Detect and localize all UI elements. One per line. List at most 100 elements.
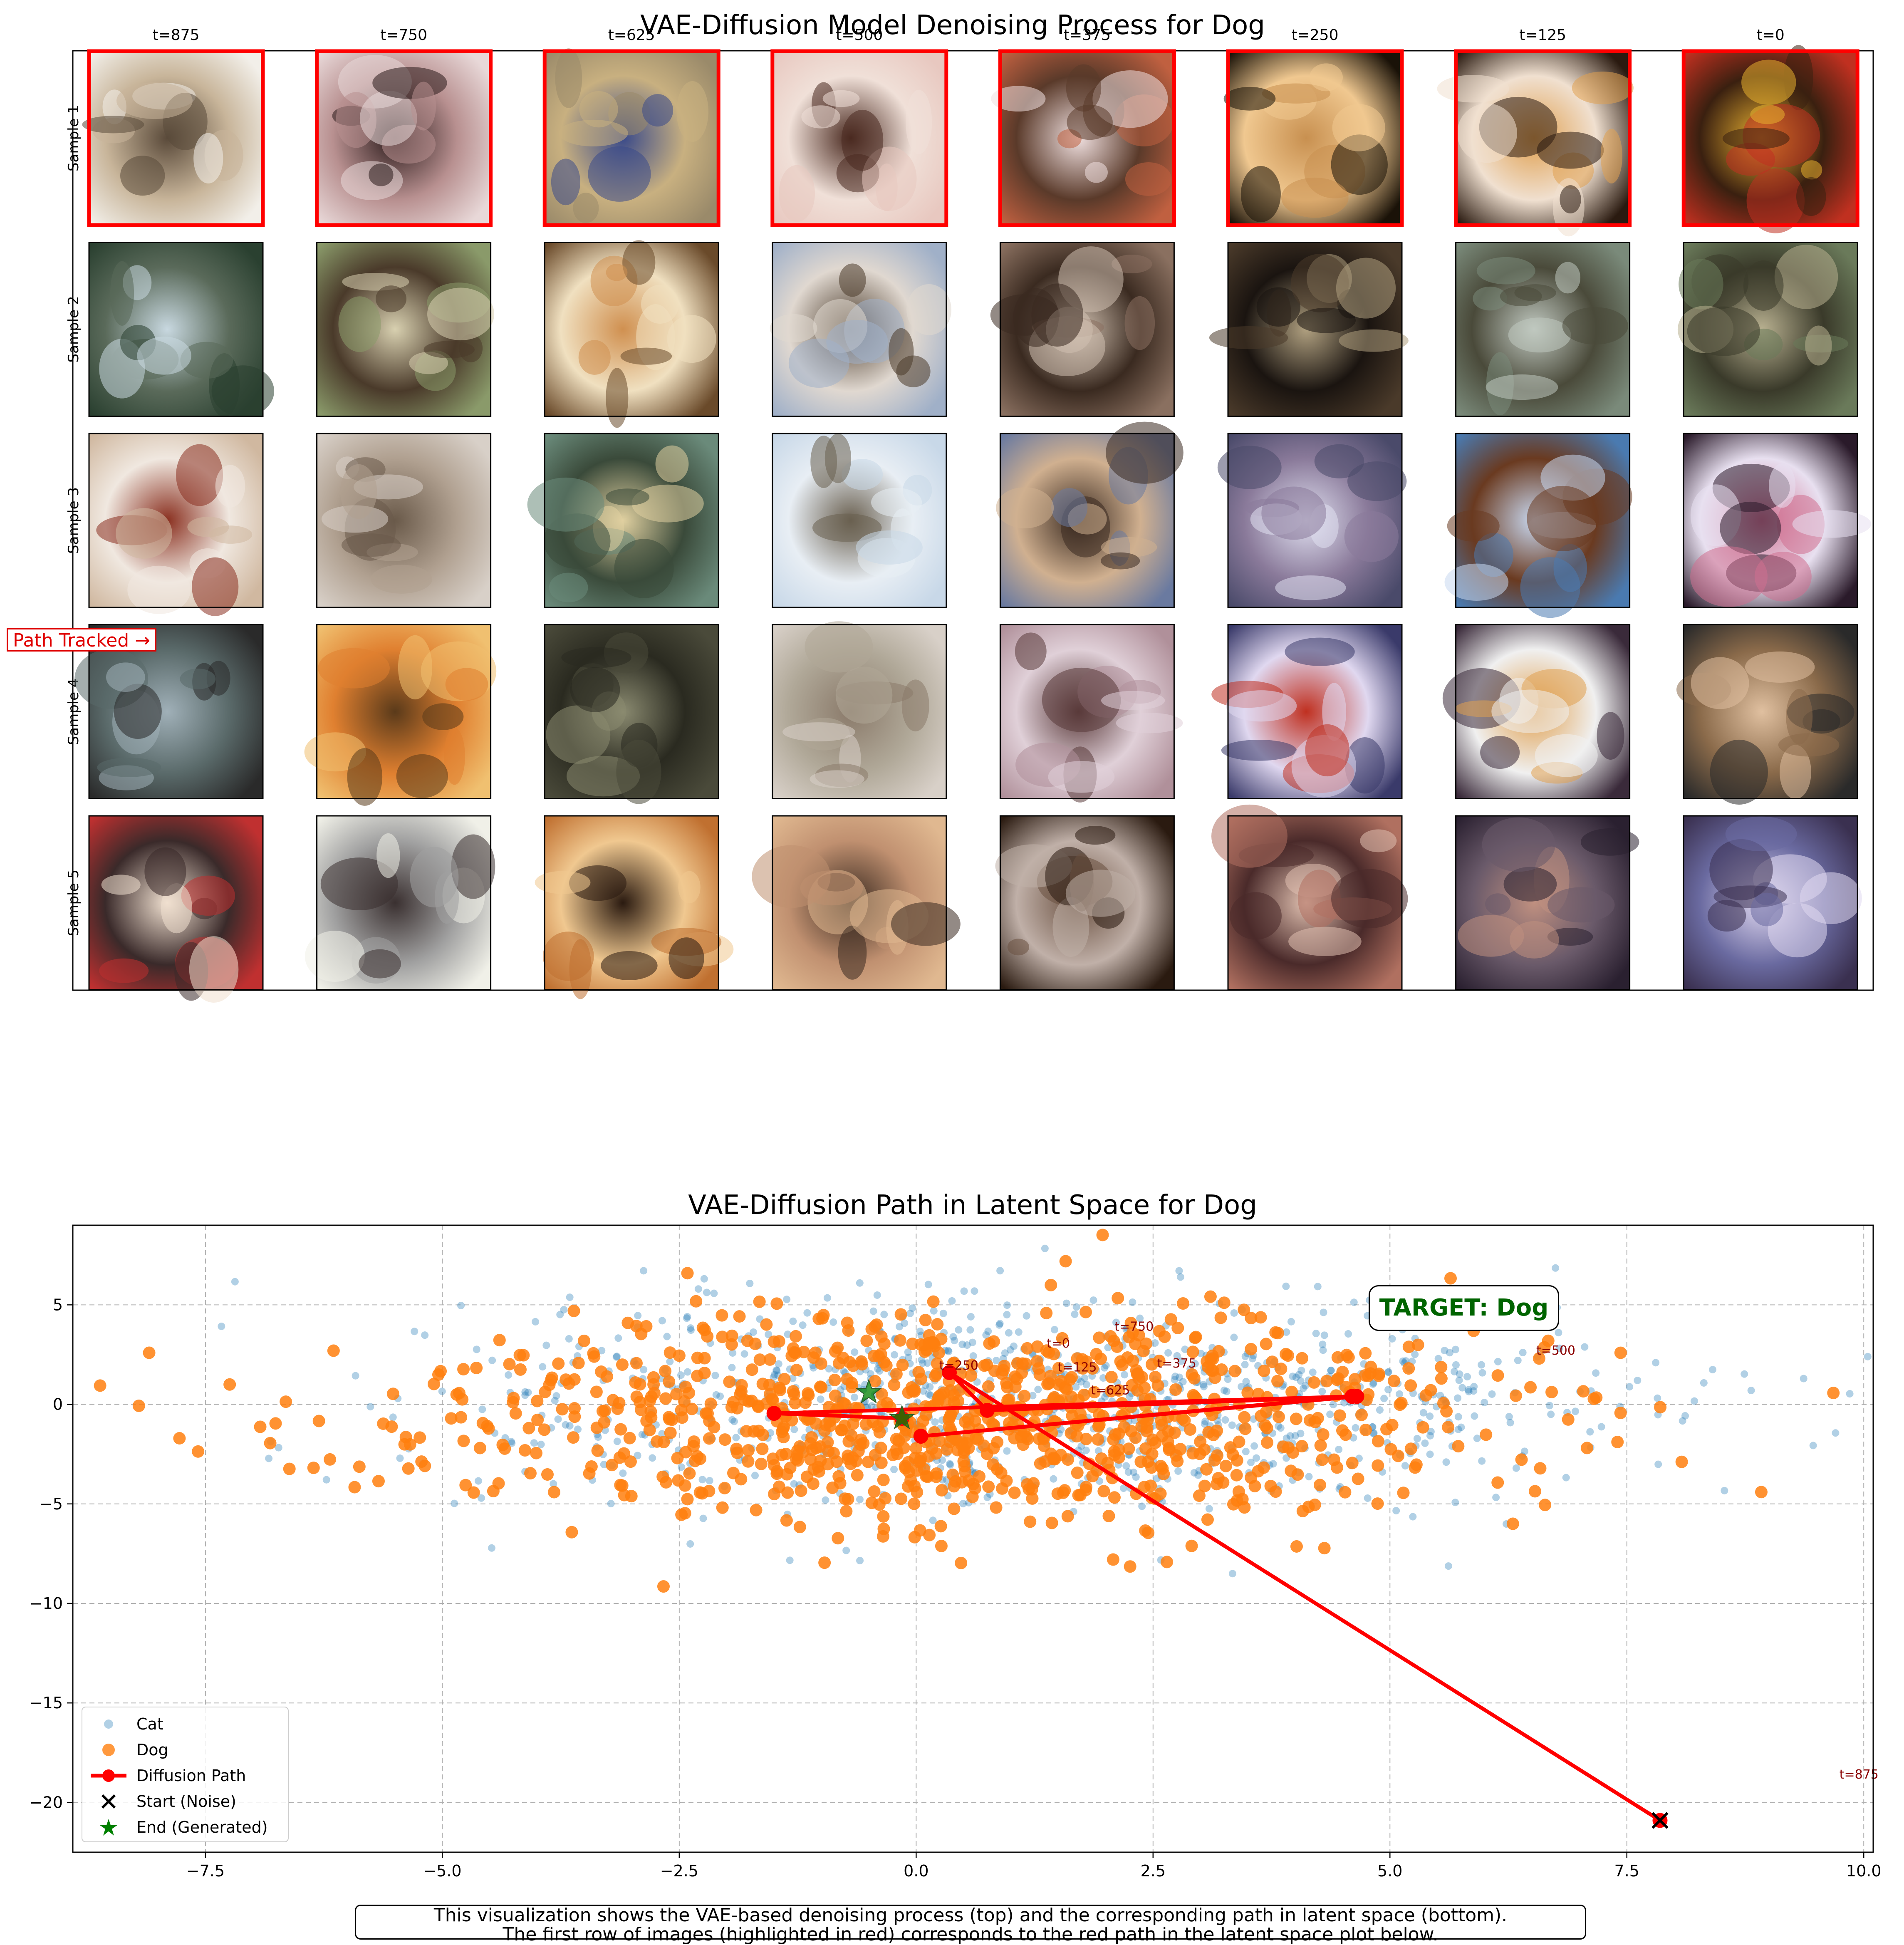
cat-point	[1478, 1369, 1486, 1377]
cat-point	[874, 1365, 882, 1373]
dog-point	[891, 1447, 904, 1460]
cat-point	[1151, 1339, 1159, 1347]
dog-point	[657, 1580, 670, 1593]
cat-point	[1399, 1357, 1407, 1365]
cat-point	[1071, 1310, 1079, 1318]
dog-point	[565, 1526, 578, 1539]
cat-point	[550, 1480, 557, 1488]
cat-point	[1465, 1386, 1473, 1394]
dog-point	[850, 1454, 863, 1467]
cat-point	[1252, 1454, 1260, 1462]
cat-point	[218, 1322, 225, 1330]
dog-point	[614, 1423, 627, 1436]
column-title: t=125	[1519, 27, 1566, 44]
cat-point	[944, 1347, 952, 1355]
dog-point	[1023, 1483, 1035, 1496]
cat-point	[556, 1311, 564, 1318]
dog-point	[1442, 1421, 1455, 1434]
dog-point	[832, 1532, 844, 1545]
cat-point	[565, 1335, 573, 1343]
image-tile	[1681, 45, 1859, 233]
dog-point	[1101, 1457, 1114, 1469]
dog-point	[824, 1419, 837, 1432]
dog-point	[1545, 1385, 1558, 1398]
dog-point	[1302, 1500, 1315, 1513]
cat-point	[478, 1494, 485, 1502]
cat-point	[1201, 1417, 1209, 1425]
dog-point	[1140, 1337, 1153, 1350]
cat-point	[1546, 1402, 1554, 1410]
dog-point	[1219, 1459, 1232, 1472]
dog-point	[623, 1432, 636, 1445]
cat-point	[1864, 1353, 1872, 1360]
dog-point	[790, 1364, 803, 1377]
dog-point	[1104, 1330, 1117, 1343]
cat-point	[683, 1368, 691, 1376]
dog-point	[1675, 1455, 1688, 1468]
cat-point	[948, 1297, 956, 1305]
dog-point	[733, 1310, 746, 1323]
dog-point	[1245, 1312, 1258, 1325]
dog-point	[1394, 1398, 1406, 1411]
cat-point	[1175, 1267, 1183, 1275]
dog-point	[1291, 1468, 1304, 1481]
dog-point	[94, 1379, 106, 1392]
dog-point	[1086, 1469, 1099, 1482]
cat-point	[1228, 1570, 1236, 1578]
dog-point	[694, 1452, 707, 1465]
path-point	[942, 1365, 957, 1380]
dog-point	[578, 1334, 591, 1347]
cat-point	[1350, 1298, 1358, 1306]
cat-point	[451, 1499, 458, 1507]
cat-point	[663, 1333, 671, 1340]
dog-point	[385, 1420, 398, 1433]
cat-point	[488, 1544, 495, 1552]
image-tile	[542, 48, 720, 227]
dog-point	[881, 1397, 894, 1410]
dog-point	[1254, 1311, 1267, 1324]
dog-point	[618, 1489, 631, 1501]
cat-point	[612, 1353, 620, 1361]
dog-point	[693, 1486, 706, 1499]
dog-point	[496, 1438, 509, 1451]
dog-point	[616, 1358, 629, 1371]
cat-point	[1494, 1358, 1502, 1365]
dog-point	[630, 1357, 643, 1370]
dog-point	[588, 1350, 601, 1363]
dog-point	[530, 1447, 543, 1459]
dog-point	[787, 1342, 800, 1355]
cat-point	[1552, 1264, 1560, 1272]
cat-point	[666, 1358, 674, 1365]
cat-point	[730, 1417, 738, 1425]
cat-point	[275, 1444, 282, 1452]
dog-point	[567, 1304, 580, 1317]
row-label: Sample 1	[65, 105, 82, 171]
dog-point	[955, 1556, 968, 1569]
cat-point	[1072, 1303, 1080, 1311]
dog-point	[519, 1444, 532, 1457]
cat-point	[891, 1351, 899, 1359]
dog-point	[842, 1493, 854, 1506]
dog-point	[1080, 1306, 1092, 1318]
dog-point	[503, 1358, 516, 1370]
dog-point	[1164, 1313, 1177, 1326]
cat-point	[1470, 1383, 1478, 1390]
cat-point	[851, 1348, 859, 1356]
cat-point	[1283, 1435, 1290, 1442]
path-timestep-label: t=500	[1536, 1343, 1575, 1358]
dog-point	[1178, 1414, 1191, 1427]
cat-point	[803, 1309, 811, 1317]
cat-point	[1451, 1499, 1459, 1506]
dog-point	[192, 1445, 205, 1458]
dog-point	[895, 1492, 908, 1505]
cat-point	[1242, 1378, 1250, 1385]
dog-point	[524, 1467, 537, 1480]
dog-point	[1093, 1331, 1106, 1344]
dog-point	[742, 1455, 755, 1468]
image-tile	[1676, 624, 1858, 805]
cat-point	[560, 1306, 568, 1314]
cat-point	[1112, 1318, 1120, 1326]
cat-point	[389, 1413, 397, 1421]
dog-point	[1045, 1278, 1057, 1291]
dog-point	[1296, 1352, 1309, 1365]
